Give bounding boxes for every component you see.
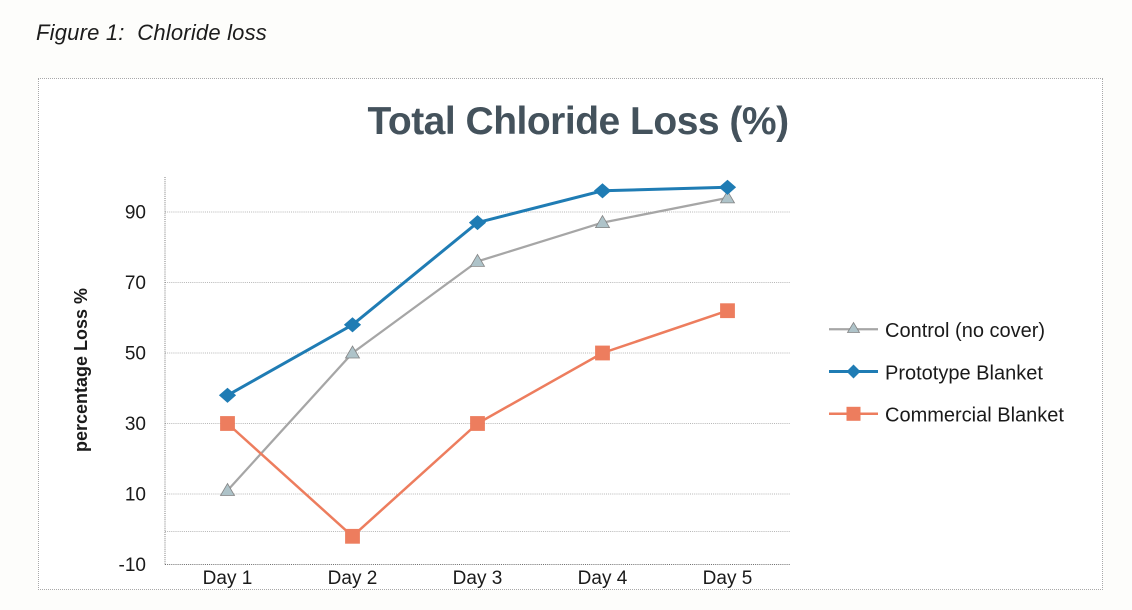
svg-text:90: 90 [125, 203, 146, 224]
svg-text:Day 5: Day 5 [703, 568, 753, 589]
svg-text:Day 4: Day 4 [578, 568, 628, 589]
svg-text:Day 2: Day 2 [328, 568, 378, 589]
svg-text:Control (no cover): Control (no cover) [885, 320, 1045, 342]
svg-text:percentage Loss %: percentage Loss % [71, 288, 91, 452]
svg-text:30: 30 [125, 414, 146, 435]
svg-text:-10: -10 [119, 555, 146, 576]
svg-text:Total Chloride Loss (%): Total Chloride Loss (%) [367, 100, 788, 143]
svg-text:Day 3: Day 3 [453, 568, 503, 589]
svg-text:70: 70 [125, 273, 146, 294]
svg-text:Prototype Blanket: Prototype Blanket [885, 363, 1043, 385]
svg-text:10: 10 [125, 485, 146, 506]
svg-text:Day 1: Day 1 [203, 568, 253, 589]
svg-text:50: 50 [125, 344, 146, 365]
svg-text:Commercial Blanket: Commercial Blanket [885, 405, 1064, 427]
